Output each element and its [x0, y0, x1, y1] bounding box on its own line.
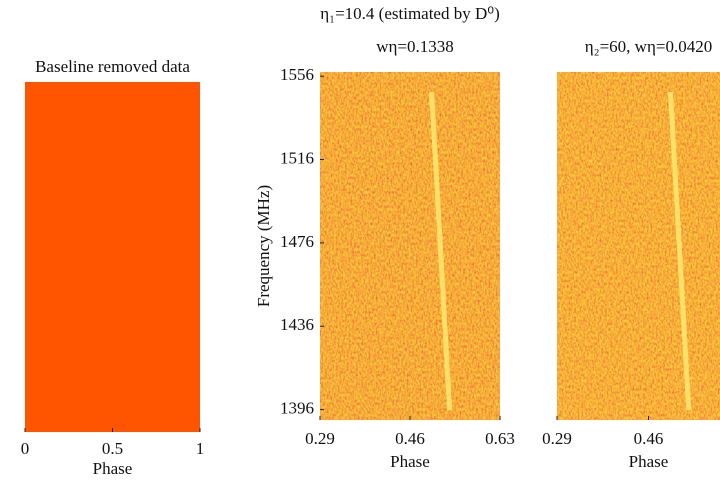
pulse-track — [667, 91, 692, 411]
panel-title: η₁=10.4 (estimated by D⁰) — [320, 4, 499, 23]
heatmap-background — [25, 82, 200, 432]
x-tick-label: 0.46 — [634, 429, 664, 448]
x-tick-label: 0.5 — [102, 439, 123, 458]
panel-title: η₂=60, wη=0.0420 — [585, 37, 712, 56]
x-tick-label: 0 — [21, 439, 30, 458]
x-axis-label: Phase — [390, 452, 430, 471]
y-tick-label: 1556 — [280, 65, 314, 84]
y-tick-label: 1436 — [280, 315, 314, 334]
heatmap-noise — [320, 72, 500, 420]
x-tick-label: 1 — [196, 439, 205, 458]
x-tick-label: 0.29 — [305, 429, 335, 448]
y-axis-label: Frequency (MHz) — [254, 185, 273, 307]
y-tick-label: 1476 — [280, 232, 314, 251]
x-axis-label: Phase — [93, 459, 133, 478]
x-tick-label: 0.63 — [485, 429, 515, 448]
panel-title: Baseline removed data — [35, 57, 190, 76]
x-axis-label: Phase — [629, 452, 669, 471]
heatmap-noise — [557, 72, 720, 420]
pulse-track — [429, 91, 453, 411]
y-tick-label: 1516 — [280, 148, 314, 167]
x-tick-label: 0.29 — [542, 429, 572, 448]
y-tick-label: 1396 — [280, 398, 314, 417]
panel-subtitle: wη=0.1338 — [376, 37, 454, 56]
x-tick-label: 0.46 — [395, 429, 425, 448]
